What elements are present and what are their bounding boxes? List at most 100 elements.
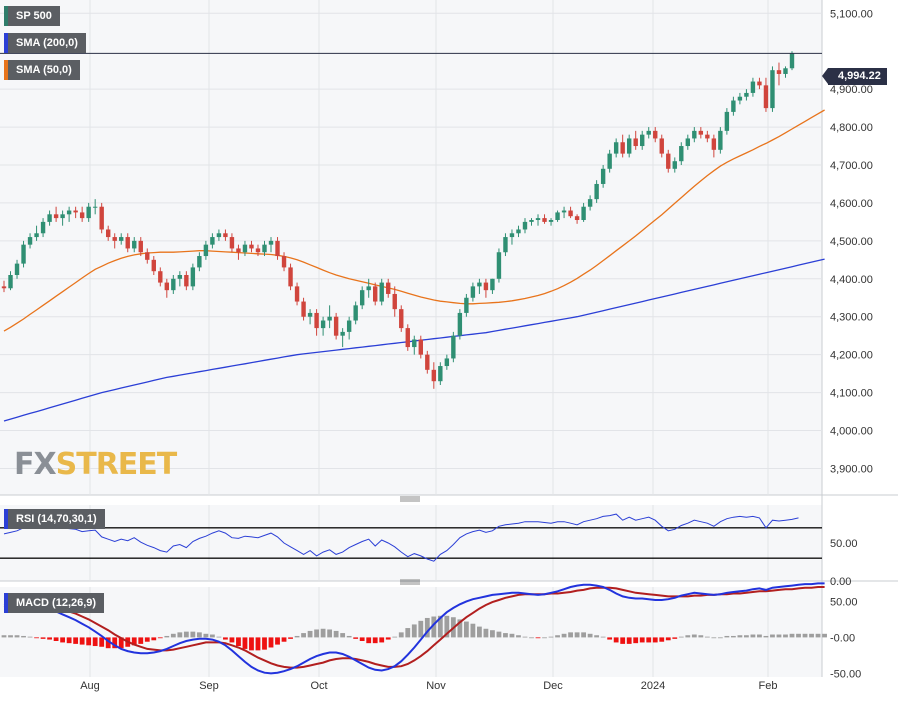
candle-body <box>685 138 691 147</box>
candle-body <box>346 320 352 332</box>
candle-body <box>27 237 33 245</box>
y-tick-label: 4,200.00 <box>830 350 873 362</box>
macd-histogram-bar <box>737 635 743 638</box>
logo-fx: FX <box>14 447 57 482</box>
legend-price[interactable]: SP 500 <box>4 6 60 26</box>
y-tick-label: 4,600.00 <box>830 198 873 210</box>
legend-sma50-label: SMA (50,0) <box>16 64 72 76</box>
candle-body <box>288 267 293 287</box>
macd-histogram-bar <box>14 635 20 638</box>
candle-body <box>789 53 795 69</box>
candle-body <box>594 183 599 200</box>
macd-histogram-bar <box>216 636 222 638</box>
candle-body <box>340 331 345 336</box>
macd-signal-line <box>3 586 825 669</box>
candle-body <box>229 237 235 249</box>
legend-rsi-swatch <box>4 509 8 529</box>
rsi-pane-bg <box>0 505 822 581</box>
candle-body <box>496 252 502 279</box>
macd-histogram-bar <box>183 631 189 638</box>
y-tick-label: 4,800.00 <box>830 122 873 134</box>
macd-histogram-bar <box>535 637 541 639</box>
legend-rsi[interactable]: RSI (14,70,30,1) <box>4 509 105 529</box>
candle-body <box>750 81 756 93</box>
macd-histogram-bar <box>209 634 215 638</box>
macd-histogram-bar <box>405 628 411 638</box>
macd-histogram-bar <box>581 632 587 638</box>
macd-histogram-bar <box>164 635 170 638</box>
candle-body <box>587 199 593 207</box>
candle-body <box>125 237 130 249</box>
macd-histogram-bar <box>73 637 79 644</box>
macd-histogram-bar <box>281 637 287 642</box>
macd-histogram-bar <box>503 633 508 638</box>
macd-histogram-bar <box>437 615 443 638</box>
legend-sma200[interactable]: SMA (200,0) <box>4 33 86 53</box>
candle-body <box>483 282 489 291</box>
legend-sma200-label: SMA (200,0) <box>16 37 78 49</box>
macd-histogram-bar <box>548 636 554 638</box>
candle-body <box>529 220 534 222</box>
candle-body <box>451 335 456 359</box>
candle-body <box>679 146 684 162</box>
macd-histogram-bar <box>151 637 157 641</box>
macd-histogram-bar <box>327 629 333 638</box>
rsi-tick-label: 0.00 <box>830 576 851 588</box>
candle-body <box>21 244 26 264</box>
macd-histogram-bar <box>307 630 313 638</box>
macd-histogram-bar <box>372 637 378 644</box>
candle-body <box>294 286 300 302</box>
macd-histogram-bar <box>516 635 521 638</box>
candle-body <box>607 153 612 169</box>
y-tick-label: 4,900.00 <box>830 84 873 96</box>
macd-pane-bg <box>0 587 822 677</box>
candle-body <box>659 138 664 154</box>
candle-body <box>399 309 404 329</box>
candle-body <box>281 256 287 268</box>
macd-histogram-bar <box>796 633 801 638</box>
macd-histogram-bar <box>86 637 92 646</box>
candle-body <box>692 130 697 139</box>
fxstreet-logo: FXSTREET <box>14 447 177 482</box>
candle-body <box>320 320 326 329</box>
candle-body <box>672 161 677 169</box>
macd-histogram-bar <box>418 620 424 638</box>
candle-body <box>184 275 189 287</box>
macd-histogram-bar <box>822 633 827 638</box>
macd-histogram-bar <box>1 635 7 638</box>
candle-body <box>79 212 85 219</box>
macd-histogram-bar <box>542 637 547 639</box>
macd-histogram-bar <box>385 637 391 640</box>
macd-histogram-bar <box>411 624 417 638</box>
macd-histogram-bar <box>730 635 736 638</box>
legend-macd[interactable]: MACD (12,26,9) <box>4 593 105 613</box>
macd-histogram-bar <box>477 626 482 638</box>
macd-histogram-bar <box>8 635 13 638</box>
candle-body <box>405 328 410 348</box>
macd-histogram-bar <box>138 637 144 644</box>
candle-body <box>724 111 730 131</box>
candle-body <box>718 130 723 150</box>
candle-body <box>255 248 261 253</box>
macd-histogram-bar <box>229 637 235 643</box>
macd-histogram-bar <box>177 632 183 638</box>
macd-histogram-bar <box>763 635 769 638</box>
candle-body <box>640 134 645 147</box>
macd-histogram-bar <box>79 637 85 645</box>
macd-histogram-bar <box>620 637 626 644</box>
macd-histogram-bar <box>659 637 665 642</box>
rsi-tick-label: 50.00 <box>830 538 858 550</box>
macd-histogram-bar <box>275 637 280 645</box>
candle-body <box>763 85 769 109</box>
macd-histogram-bar <box>157 637 163 639</box>
macd-histogram-bar <box>294 635 300 638</box>
macd-histogram-bar <box>255 637 261 651</box>
candle-body <box>522 221 528 230</box>
candle-body <box>190 267 196 287</box>
candle-body <box>783 68 788 74</box>
macd-histogram-bar <box>249 637 254 651</box>
y-tick-label: 4,300.00 <box>830 312 873 324</box>
macd-histogram-bar <box>431 616 437 638</box>
legend-sma50[interactable]: SMA (50,0) <box>4 60 80 80</box>
macd-histogram-bar <box>190 631 196 638</box>
